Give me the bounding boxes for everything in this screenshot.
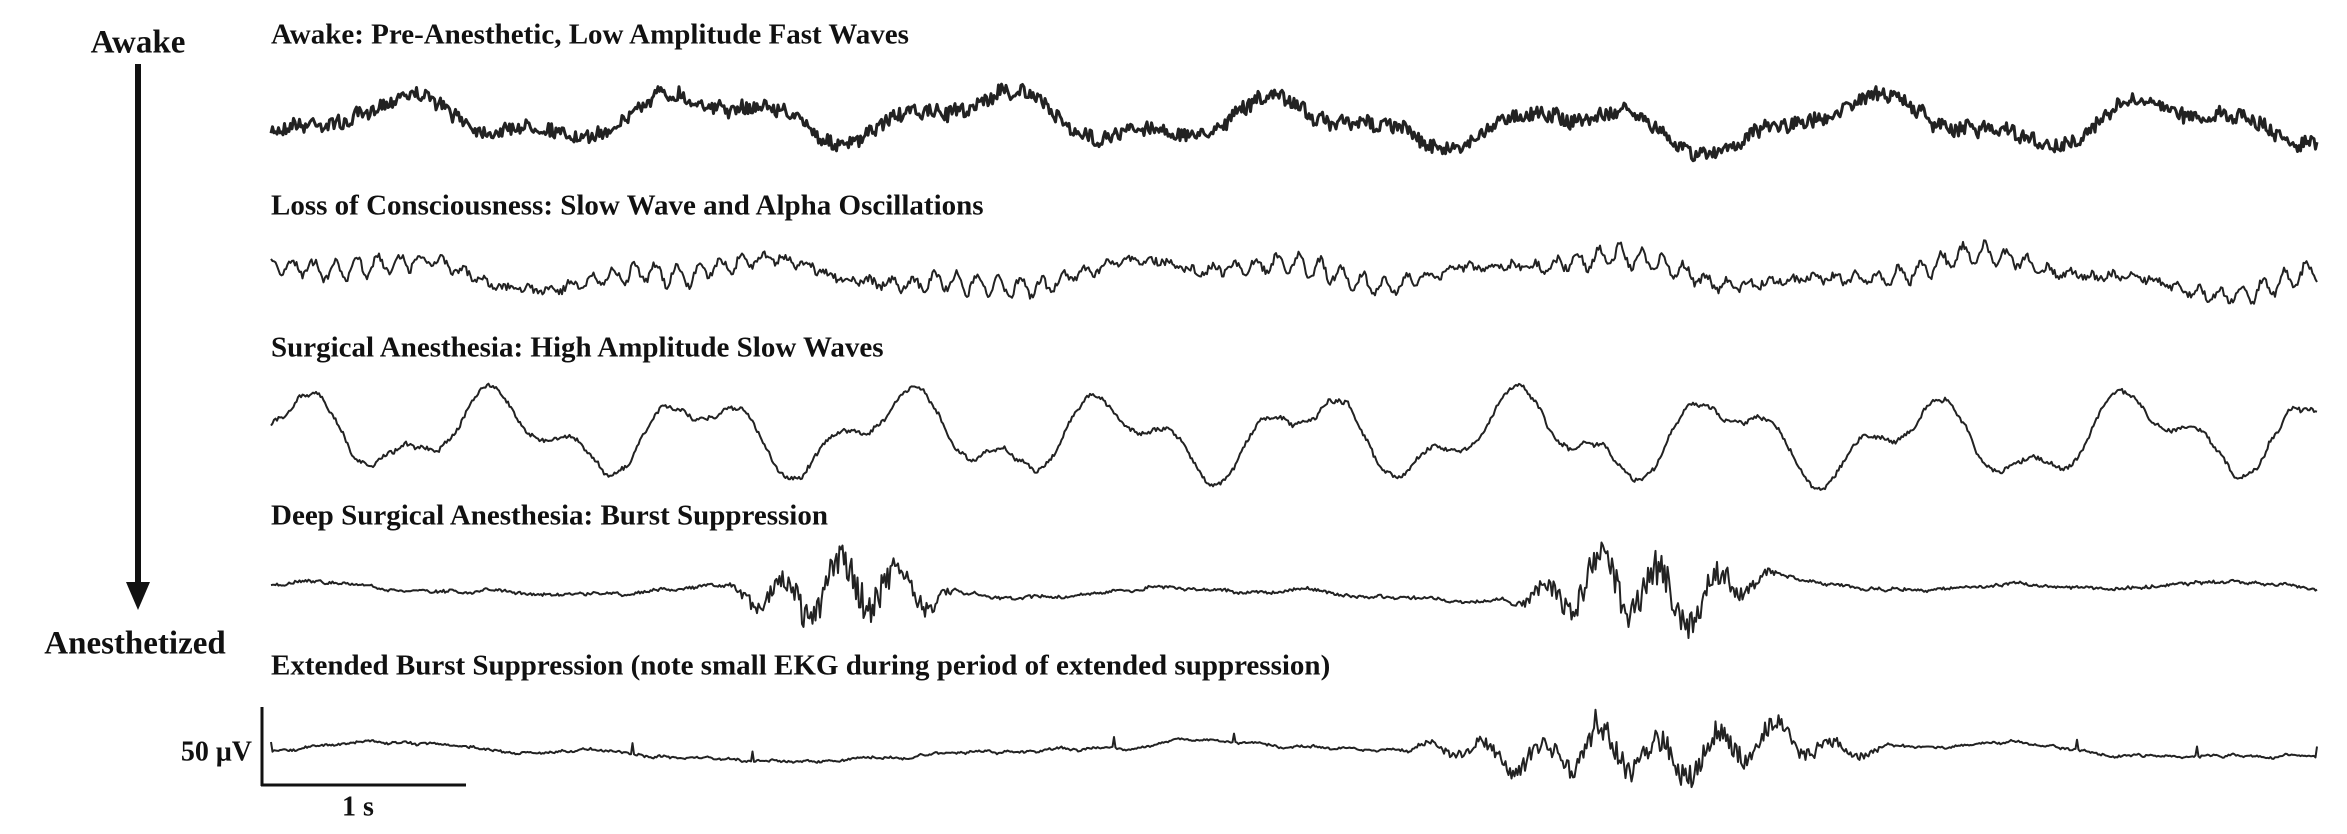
trace-title: Surgical Anesthesia: High Amplitude Slow… bbox=[271, 332, 884, 364]
trace-title: Extended Burst Suppression (note small E… bbox=[271, 650, 1330, 682]
traces: Awake: Pre-Anesthetic, Low Amplitude Fas… bbox=[269, 19, 2319, 789]
amplitude-label: 50 μV bbox=[181, 736, 252, 767]
eeg-trace bbox=[270, 541, 2318, 639]
eeg-trace bbox=[270, 708, 2318, 789]
eeg-trace bbox=[270, 382, 2318, 491]
eeg-trace bbox=[269, 82, 2319, 163]
time-label: 1 s bbox=[342, 791, 374, 822]
arrow-head bbox=[126, 582, 150, 610]
anesthetized-label: Anesthetized bbox=[44, 626, 225, 662]
trace-title: Awake: Pre-Anesthetic, Low Amplitude Fas… bbox=[271, 19, 909, 51]
trace-title: Loss of Consciousness: Slow Wave and Alp… bbox=[271, 190, 984, 222]
awake-label: Awake bbox=[91, 25, 186, 61]
eeg-trace bbox=[270, 239, 2318, 305]
trace-title: Deep Surgical Anesthesia: Burst Suppress… bbox=[271, 500, 828, 532]
